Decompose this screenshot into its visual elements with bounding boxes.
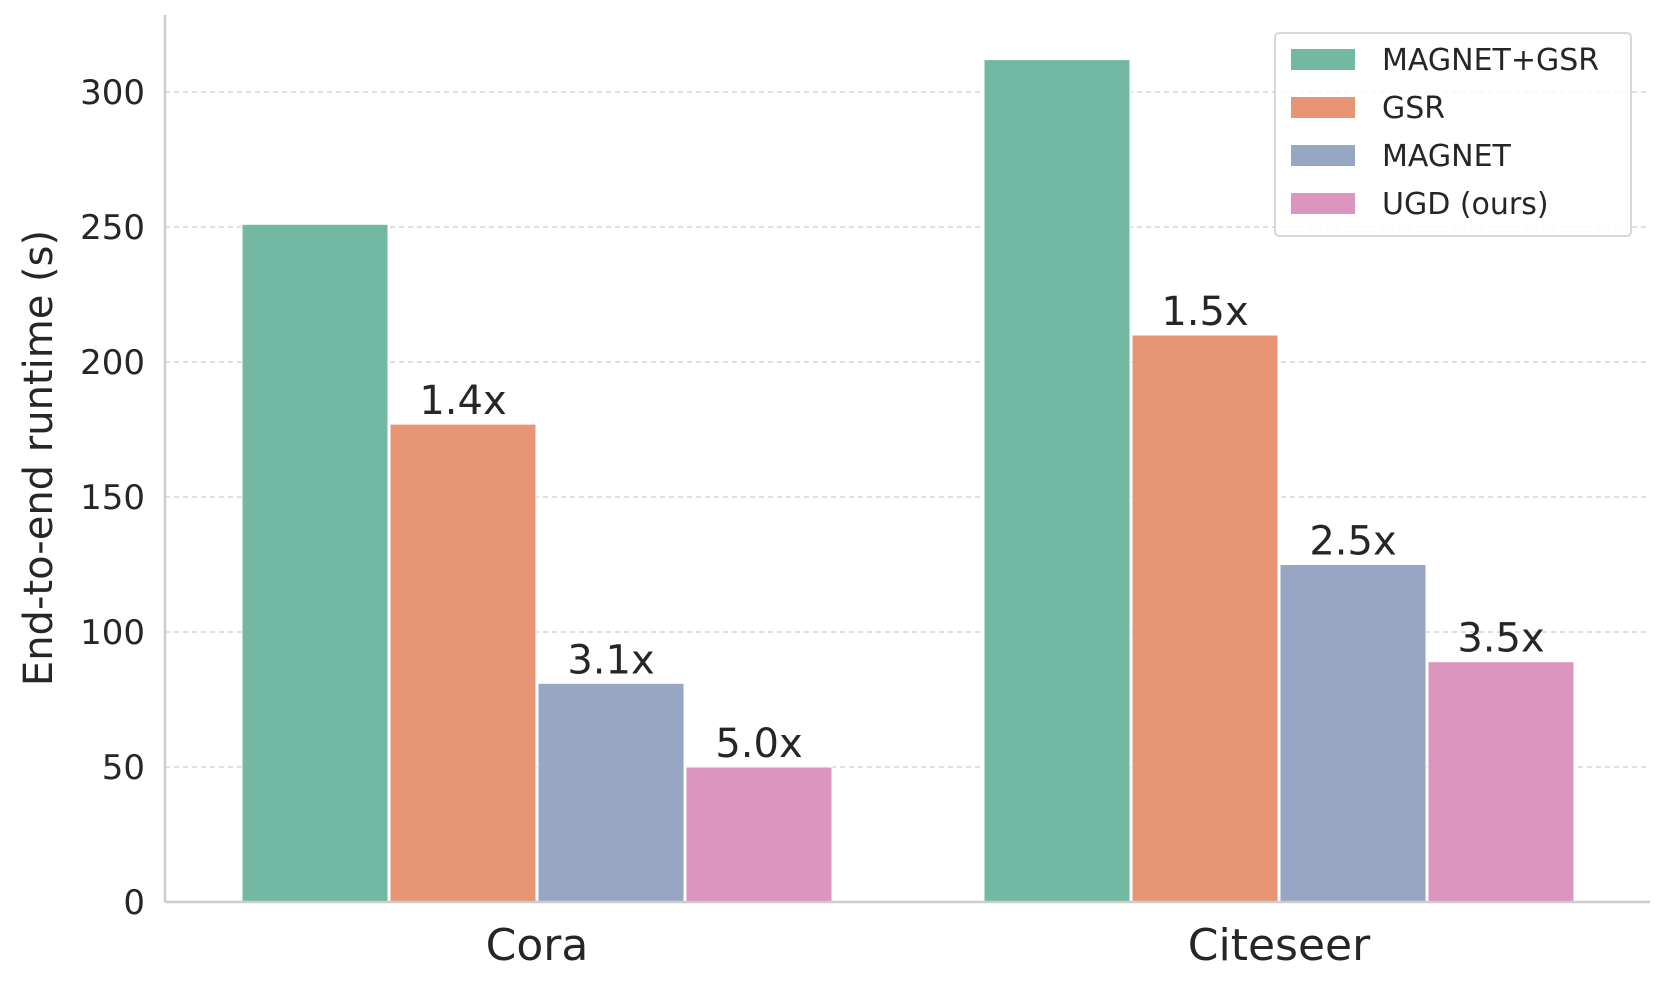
x-tick-label-cora: Cora <box>486 920 589 971</box>
legend-label: UGD (ours) <box>1382 187 1549 222</box>
y-axis-label: End-to-end runtime (s) <box>16 230 62 686</box>
bar-cora-ugd-ours- <box>685 766 833 903</box>
legend-label: MAGNET+GSR <box>1382 43 1599 78</box>
y-tick-label: 0 <box>123 883 145 923</box>
data-label: 1.4x <box>419 378 506 424</box>
data-label: 3.1x <box>567 637 654 683</box>
bar-citeseer-gsr <box>1131 334 1279 903</box>
legend-label: GSR <box>1382 91 1445 126</box>
data-label: 3.5x <box>1457 616 1544 662</box>
y-tick-label: 300 <box>80 73 145 113</box>
bar-cora-gsr <box>389 423 537 903</box>
legend-swatch <box>1291 145 1355 166</box>
y-tick-label: 250 <box>80 208 145 248</box>
data-label: 1.5x <box>1161 289 1248 335</box>
legend-label: MAGNET <box>1382 139 1512 174</box>
legend: MAGNET+GSR GSR MAGNET UGD (ours) <box>1274 32 1632 237</box>
y-tick-label: 50 <box>102 748 145 788</box>
x-tick-labels: Cora Citeseer <box>486 920 1371 971</box>
legend-swatch <box>1291 193 1355 214</box>
y-tick-label: 100 <box>80 613 145 653</box>
y-tick-label: 150 <box>80 478 145 518</box>
data-labels: 1.4x 3.1x 5.0x 1.5x 2.5x 3.5x <box>419 289 1544 767</box>
bars <box>241 59 1575 903</box>
bar-citeseer-magnet-gsr <box>983 59 1131 903</box>
y-tick-label: 200 <box>80 343 145 383</box>
x-tick-label-citeseer: Citeseer <box>1188 920 1371 971</box>
bar-cora-magnet-gsr <box>241 223 389 903</box>
axes <box>163 15 1650 904</box>
y-tick-labels: 0 50 100 150 200 250 300 <box>80 73 145 923</box>
legend-frame <box>1274 32 1632 237</box>
legend-swatch <box>1291 97 1355 118</box>
data-label: 5.0x <box>715 721 802 767</box>
bar-cora-magnet <box>537 682 685 903</box>
bar-citeseer-ugd-ours- <box>1427 661 1575 903</box>
legend-swatch <box>1291 49 1355 70</box>
bar-citeseer-magnet <box>1279 564 1427 903</box>
data-label: 2.5x <box>1309 519 1396 565</box>
